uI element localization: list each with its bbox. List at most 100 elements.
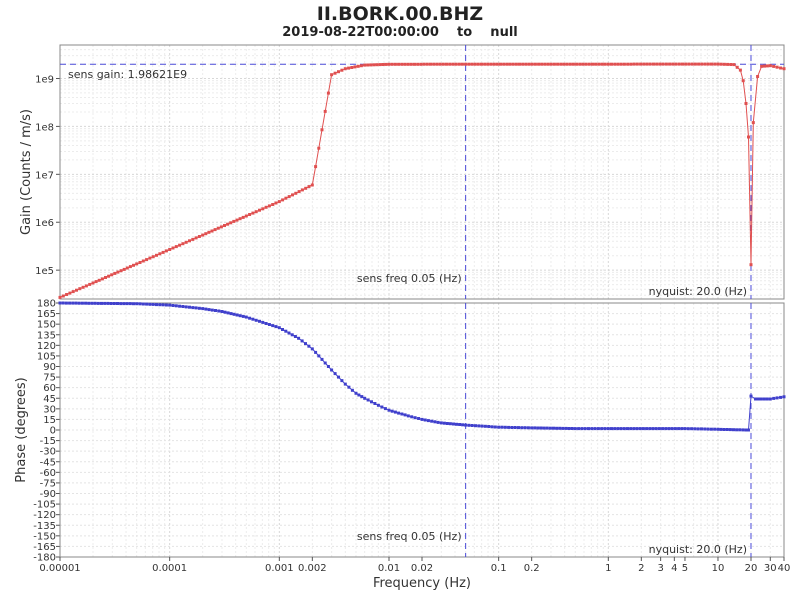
phase-data-point [603, 427, 607, 431]
phase-data-point [184, 305, 188, 309]
gain-data-point [58, 295, 62, 299]
gain-data-point [61, 294, 65, 298]
gain-data-point [110, 273, 114, 277]
gain-data-point [460, 62, 464, 66]
gain-data-point [441, 62, 445, 66]
phase-data-point [772, 396, 776, 400]
phase-data-point [284, 329, 288, 333]
phase-data-point [151, 302, 155, 306]
y-tick-label: 1e6 [35, 218, 54, 229]
phase-data-point [725, 428, 729, 431]
gain-data-point [502, 62, 506, 66]
phase-data-point [197, 306, 201, 310]
phase-data-point [87, 301, 91, 305]
gain-data-point [751, 121, 755, 125]
x-tick-label: 0.1 [491, 563, 507, 574]
gain-data-point [578, 62, 582, 66]
phase-data-point [426, 419, 430, 423]
phase-data-point [287, 331, 291, 335]
phase-data-point [661, 427, 665, 431]
gain-data-point [587, 62, 591, 66]
phase-data-point [436, 420, 440, 424]
phase-data-point [765, 397, 769, 401]
gain-data-point [521, 62, 525, 66]
y-tick-label: -135 [33, 521, 56, 532]
phase-data-point [122, 302, 126, 306]
gain-data-point [384, 62, 388, 66]
phase-data-point [310, 347, 314, 351]
phase-data-point [500, 425, 504, 429]
gain-data-point [735, 65, 739, 69]
gain-data-point [768, 64, 772, 68]
gain-data-point [310, 183, 314, 187]
gain-data-point [304, 186, 308, 190]
gain-data-point [393, 62, 397, 66]
gain-data-point [88, 282, 92, 286]
gain-data-point [438, 62, 442, 66]
phase-data-point [77, 301, 81, 305]
gain-data-point [267, 204, 271, 208]
phase-data-point [181, 305, 185, 308]
gain-data-point [238, 217, 242, 221]
phase-data-point [587, 427, 590, 431]
gain-data-point [775, 65, 779, 69]
phase-data-point [235, 313, 239, 317]
gain-data-point [495, 62, 499, 66]
phase-data-point [722, 428, 726, 431]
gain-data-point [722, 62, 726, 66]
phase-data-point [393, 410, 397, 414]
gain-data-point [486, 62, 490, 66]
gain-data-point [84, 284, 88, 288]
gain-data-point [533, 62, 537, 66]
phase-data-point [357, 393, 361, 397]
phase-data-point [145, 302, 149, 306]
phase-data-point [304, 342, 307, 346]
y-tick-label: 60 [43, 383, 56, 394]
gain-data-point [151, 255, 155, 259]
gain-data-point [264, 205, 268, 209]
gain-data-point [457, 62, 461, 66]
phase-data-point [138, 302, 142, 306]
y-tick-label: 135 [37, 330, 56, 341]
gain-data-point [171, 246, 175, 250]
gain-data-point [732, 63, 736, 67]
phase-data-point [210, 308, 214, 312]
gain-data-point [284, 196, 288, 200]
phase-data-point [84, 301, 88, 305]
phase-data-point [90, 301, 94, 305]
gain-data-point [782, 67, 786, 71]
gain-data-point [473, 62, 477, 66]
phase-data-point [290, 333, 294, 337]
phase-data-point [490, 425, 494, 429]
gain-data-point [559, 62, 563, 66]
gain-data-point [375, 63, 379, 67]
phase-data-point [651, 427, 655, 431]
gain-data-point [511, 62, 515, 66]
gain-data-point [271, 203, 275, 206]
gain-data-point [741, 79, 745, 83]
phase-data-point [573, 427, 577, 431]
phase-data-point [433, 420, 437, 424]
phase-data-point [713, 427, 717, 431]
gain-data-point [505, 62, 509, 66]
y-tick-label: 45 [43, 394, 56, 405]
gain-data-point [281, 198, 285, 202]
phase-data-point [141, 302, 145, 306]
gain-data-point [359, 64, 363, 68]
phase-data-point [119, 302, 123, 306]
gain-data-point [760, 64, 764, 68]
phase-data-point [116, 302, 119, 305]
gain-data-point [518, 62, 521, 66]
phase-data-point [686, 427, 690, 431]
gain-data-point [613, 62, 617, 66]
gain-data-point [454, 62, 458, 66]
gain-data-point [168, 248, 172, 251]
gain-data-point [476, 62, 480, 66]
gain-data-point [664, 62, 668, 66]
phase-data-point [507, 425, 511, 429]
sens-gain-label: sens gain: 1.98621E9 [68, 68, 187, 81]
gain-data-point [122, 267, 126, 271]
gain-data-point [366, 63, 370, 67]
phase-data-point [735, 428, 739, 432]
gain-data-point [223, 224, 226, 227]
